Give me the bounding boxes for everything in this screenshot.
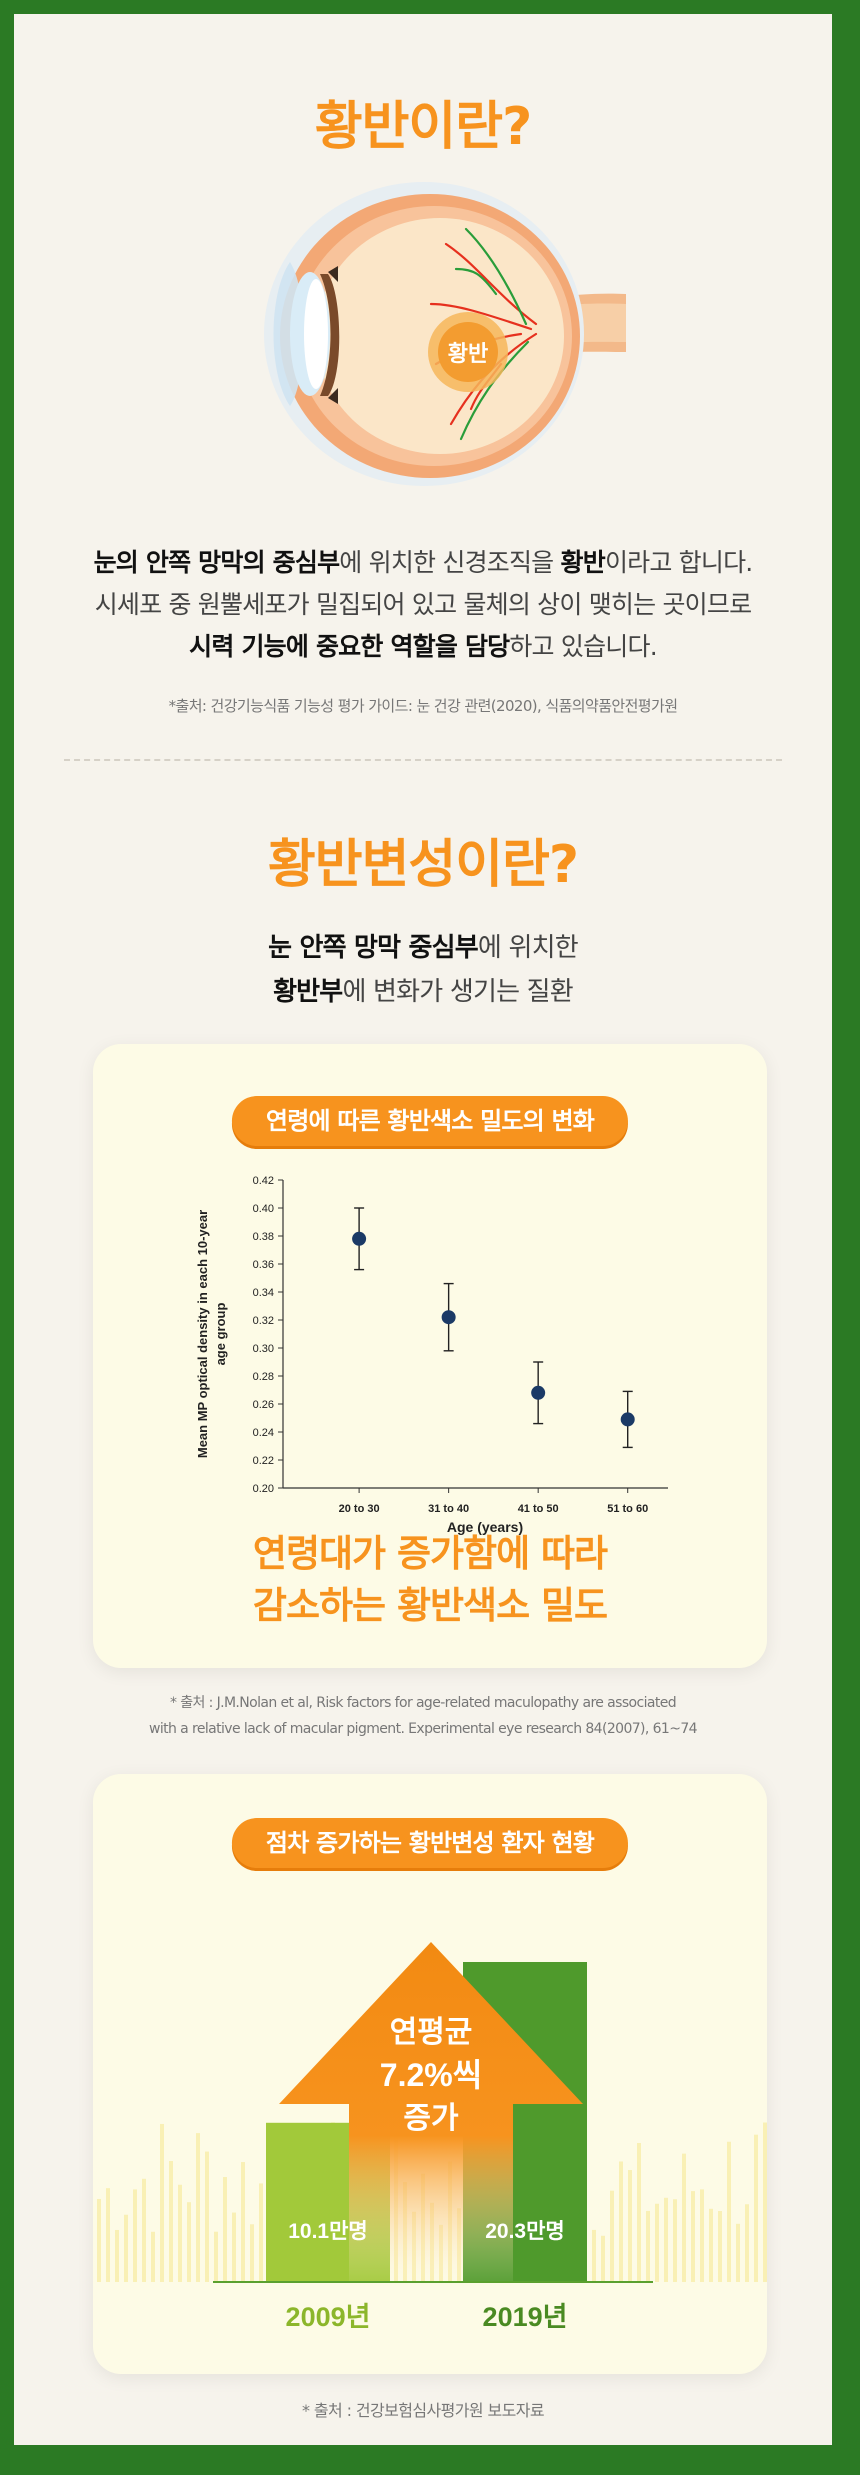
footer-source: * 출처 : 건강보험심사평가원 보도자료 <box>302 2401 545 2420</box>
equalizer-bar <box>115 2229 119 2282</box>
intro-line-1: 눈의 안쪽 망막의 중심부에 위치한 신경조직을 황반이라고 합니다. <box>93 548 754 577</box>
y-axis-label-line-2: age group <box>213 1303 228 1366</box>
section2-subtitle: 눈 안쪽 망막 중심부에 위치한 황반부에 변화가 생기는 질환 <box>14 926 832 1014</box>
equalizer-bar <box>232 2212 236 2282</box>
equalizer-bar <box>214 2231 218 2282</box>
data-point <box>352 1231 367 1246</box>
equalizer-bar <box>106 2188 110 2282</box>
y-tick-label: 0.28 <box>253 1371 274 1383</box>
chart-source-line-2: with a relative lack of macular pigment.… <box>149 1721 698 1737</box>
intro-line-3: 시력 기능에 중요한 역할을 담당하고 있습니다. <box>189 632 658 661</box>
section1-intro: 눈의 안쪽 망막의 중심부에 위치한 신경조직을 황반이라고 합니다. 시세포 … <box>14 542 832 668</box>
subtitle-line-2: 황반부에 변화가 생기는 질환 <box>273 977 574 1007</box>
y-tick-label: 0.36 <box>253 1259 274 1271</box>
equalizer-bar <box>754 2134 758 2282</box>
patient-trend-graphic: 연평균 7.2%씩 증가 10.1만명 2009년 20.3만명 2019년 <box>97 1942 767 2332</box>
equalizer-bar <box>682 2153 686 2282</box>
y-axis-label-line-1: Mean MP optical density in each 10-year <box>195 1210 210 1458</box>
y-tick-label: 0.26 <box>253 1399 274 1411</box>
density-scatter-chart: 0.20 0.22 0.24 0.26 0.28 0.30 0.32 0.34 0.36 0.38… <box>195 1175 668 1535</box>
equalizer-bar <box>151 2231 155 2282</box>
equalizer-bar <box>664 2197 668 2282</box>
density-chart-card: 연령에 따른 황반색소 밀도의 변화 0.20 0.22 0.24 0.26 0.28 0… <box>93 1044 767 1668</box>
subtitle-line-1: 눈 안쪽 망막 중심부에 위치한 <box>268 933 578 963</box>
equalizer-bar <box>178 2184 182 2282</box>
y-tick-label: 0.20 <box>253 1483 274 1495</box>
x-tick-label: 20 to 30 <box>339 1503 380 1515</box>
equalizer-bar <box>628 2170 632 2282</box>
arrow-text-line-3: 증가 <box>403 2102 459 2135</box>
section1-source: *출처: 건강기능식품 기능성 평가 가이드: 눈 건강 관련(2020), 식… <box>168 697 678 715</box>
patient-bar-year: 2009년 <box>286 2302 371 2332</box>
section1-title: 황반이란? <box>314 97 533 157</box>
equalizer-bar <box>133 2189 137 2282</box>
arrow-text-line-2: 7.2%씩 <box>380 2057 482 2093</box>
data-point <box>620 1412 635 1427</box>
equalizer-bar <box>619 2161 623 2282</box>
equalizer-bar <box>205 2151 209 2282</box>
patient-bar-value: 20.3만명 <box>485 2220 565 2243</box>
y-tick-label: 0.38 <box>253 1231 274 1243</box>
intro-line-2: 시세포 중 원뿔세포가 밀집되어 있고 물체의 상이 맺히는 곳이므로 <box>94 590 752 619</box>
equalizer-bar <box>655 2203 659 2282</box>
chart-caption-line-1: 연령대가 증가함에 따라 <box>252 1532 608 1575</box>
equalizer-bar <box>736 2223 740 2282</box>
chart-caption-line-2: 감소하는 황반색소 밀도 <box>252 1584 608 1627</box>
equalizer-bar <box>763 2122 767 2282</box>
equalizer-bar <box>592 2229 596 2282</box>
equalizer-bar <box>160 2123 164 2282</box>
macula-label: 황반 <box>448 341 488 366</box>
y-tick-label: 0.24 <box>253 1427 274 1439</box>
x-axis-label: Age (years) <box>447 1519 523 1535</box>
y-tick-label: 0.34 <box>253 1287 274 1299</box>
chart-card-pill: 연령에 따른 황반색소 밀도의 변화 <box>231 1096 629 1146</box>
x-tick-label: 41 to 50 <box>518 1503 559 1515</box>
section-divider <box>64 759 782 761</box>
chart-source-line-1: * 출처 : J.M.Nolan et al, Risk factors for… <box>169 1695 677 1711</box>
patient-bar-year: 2019년 <box>483 2302 568 2332</box>
chart-caption: 연령대가 증가함에 따라 감소하는 황반색소 밀도 <box>93 1528 767 1632</box>
equalizer-bar <box>196 2133 200 2282</box>
equalizer-bar <box>646 2210 650 2282</box>
equalizer-bar <box>637 2143 641 2282</box>
patient-bar-value: 10.1만명 <box>288 2220 368 2243</box>
data-point <box>531 1385 546 1400</box>
equalizer-bar <box>97 2198 101 2282</box>
equalizer-bar <box>745 2204 749 2282</box>
equalizer-bar <box>601 2235 605 2282</box>
equalizer-bar <box>124 2214 128 2282</box>
equalizer-bar <box>673 2199 677 2282</box>
equalizer-bar <box>610 2190 614 2282</box>
equalizer-bar <box>169 2160 173 2282</box>
y-tick-label: 0.32 <box>253 1315 274 1327</box>
y-tick-label: 0.22 <box>253 1455 274 1467</box>
section2-title: 황반변성이란? <box>267 835 579 895</box>
data-point <box>441 1310 456 1325</box>
increase-arrow <box>279 1942 583 2294</box>
eye-illustration: 황반 <box>264 182 626 486</box>
equalizer-bar <box>259 2183 263 2282</box>
equalizer-bar <box>691 2191 695 2282</box>
y-tick-label: 0.42 <box>253 1175 274 1187</box>
equalizer-bar <box>250 2224 254 2282</box>
y-tick-label: 0.30 <box>253 1343 274 1355</box>
x-tick-label: 51 to 60 <box>607 1503 648 1515</box>
equalizer-bar <box>718 2211 722 2282</box>
equalizer-bar <box>727 2141 731 2282</box>
arrow-text-line-1: 연평균 <box>390 2016 473 2049</box>
x-tick-label: 31 to 40 <box>428 1503 469 1515</box>
equalizer-bar <box>700 2189 704 2282</box>
trend-card-pill: 점차 증가하는 황반변성 환자 현황 <box>231 1818 629 1868</box>
chart-source: * 출처 : J.M.Nolan et al, Risk factors for… <box>14 1690 832 1742</box>
equalizer-bar <box>709 2208 713 2282</box>
infographic-frame: 황반이란? 황반 눈의 안쪽 망막의 중 <box>14 14 832 2445</box>
equalizer-bar <box>223 2177 227 2282</box>
y-tick-label: 0.40 <box>253 1203 274 1215</box>
equalizer-bar <box>241 2162 245 2282</box>
patient-trend-card: 점차 증가하는 황반변성 환자 현황 연평균 7.2%씩 증가 10.1만명 20… <box>93 1774 767 2374</box>
equalizer-bar <box>142 2178 146 2282</box>
equalizer-bar <box>187 2202 191 2282</box>
